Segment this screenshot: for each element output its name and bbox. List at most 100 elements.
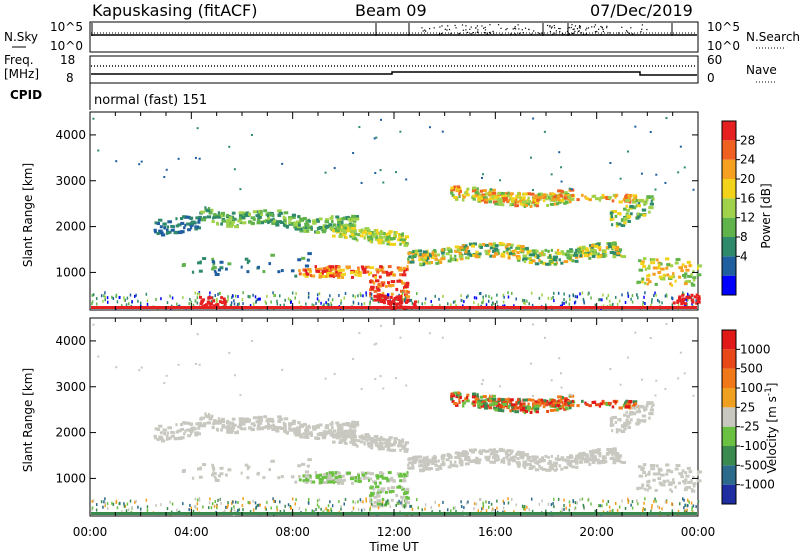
power-echo xyxy=(649,206,654,210)
velocity-echo xyxy=(338,475,343,479)
power-echo xyxy=(268,262,272,266)
velocity-echo xyxy=(366,476,370,480)
power-echo xyxy=(657,270,662,274)
velocity-echo xyxy=(625,405,631,409)
power-isolated xyxy=(499,179,502,182)
noise-spike xyxy=(549,26,551,28)
power-echo xyxy=(696,273,702,277)
velocity-echo xyxy=(318,477,323,481)
colorbar-tick-label: 20 xyxy=(740,172,755,186)
power-echo xyxy=(315,230,320,234)
power-near-range xyxy=(237,303,239,307)
power-echo xyxy=(482,189,487,193)
velocity-near-range xyxy=(545,509,547,513)
velocity-near-range xyxy=(210,506,213,510)
velocity-near-range xyxy=(697,499,700,503)
velocity-echo xyxy=(645,404,649,408)
noise-spike xyxy=(598,28,600,30)
power-near-range xyxy=(582,297,585,301)
velocity-near-range xyxy=(252,508,255,512)
velocity-echo xyxy=(450,397,454,401)
power-echo xyxy=(206,215,212,219)
velocity-echo xyxy=(587,459,590,463)
power-echo xyxy=(183,226,186,230)
power-echo xyxy=(302,216,307,220)
velocity-near-range xyxy=(278,500,281,504)
velocity-echo xyxy=(461,404,465,408)
power-echo xyxy=(538,192,544,196)
velocity-echo xyxy=(341,423,347,427)
power-echo xyxy=(541,195,545,199)
power-echo xyxy=(339,223,343,227)
velocity-near-range xyxy=(636,499,638,503)
velocity-echo xyxy=(260,418,264,422)
power-echo xyxy=(675,258,681,262)
velocity-echo xyxy=(511,457,515,461)
velocity-echo xyxy=(640,467,645,471)
power-echo xyxy=(623,218,628,222)
power-echo xyxy=(582,246,585,250)
velocity-echo xyxy=(299,423,304,427)
velocity-near-range xyxy=(264,506,267,510)
power-echo xyxy=(293,225,298,229)
power-echo xyxy=(398,235,402,239)
velocity-echo xyxy=(502,456,506,460)
power-echo xyxy=(542,261,547,265)
velocity-near-range xyxy=(582,503,585,507)
power-near-range xyxy=(496,300,498,304)
power-echo xyxy=(342,229,346,233)
power-strong-echo xyxy=(697,300,701,304)
power-echo xyxy=(367,238,371,242)
power-strong-echo xyxy=(681,293,685,297)
velocity-near-range xyxy=(196,502,199,506)
power-echo xyxy=(305,271,308,275)
velocity-echo xyxy=(268,468,272,472)
noise-spike xyxy=(572,28,574,31)
velocity-echo xyxy=(643,407,648,411)
power-echo xyxy=(492,242,496,246)
velocity-echo xyxy=(539,459,542,463)
power-echo xyxy=(419,252,422,256)
velocity-echo xyxy=(584,454,590,458)
power-echo xyxy=(340,275,345,279)
power-echo xyxy=(221,218,226,222)
power-echo xyxy=(579,254,583,258)
velocity-near-range xyxy=(690,501,693,505)
power-echo xyxy=(256,221,262,225)
power-echo xyxy=(398,268,403,272)
power-colorbar-label: Power [dB] xyxy=(759,183,773,248)
power-strong-echo xyxy=(380,298,384,302)
velocity-echo xyxy=(457,391,461,395)
velocity-echo xyxy=(550,454,553,458)
power-echo xyxy=(346,265,351,269)
noise-spike xyxy=(600,25,602,28)
power-echo xyxy=(659,277,665,281)
power-echo xyxy=(318,271,323,275)
velocity-echo xyxy=(340,427,344,431)
velocity-echo xyxy=(421,464,426,468)
power-echo xyxy=(386,235,391,239)
velocity-echo xyxy=(297,421,300,425)
power-echo xyxy=(337,265,341,269)
velocity-echo xyxy=(272,423,275,427)
power-echo xyxy=(552,258,558,262)
power-echo xyxy=(564,253,570,257)
power-echo xyxy=(351,275,354,279)
colorbar-swatch xyxy=(722,407,736,427)
power-near-range xyxy=(106,296,109,300)
power-echo xyxy=(466,190,469,194)
noise-spike xyxy=(550,27,553,29)
velocity-near-range xyxy=(678,502,681,506)
velocity-echo xyxy=(627,425,631,429)
velocity-echo xyxy=(349,436,353,440)
power-echo xyxy=(308,270,312,274)
velocity-near-range xyxy=(291,497,294,501)
power-echo xyxy=(427,261,431,265)
power-near-range xyxy=(503,295,505,299)
noise-spike xyxy=(429,28,431,30)
power-near-range xyxy=(565,300,567,304)
power-echo xyxy=(459,257,464,261)
velocity-echo xyxy=(486,398,490,402)
power-echo xyxy=(399,266,403,270)
velocity-echo xyxy=(229,429,235,433)
